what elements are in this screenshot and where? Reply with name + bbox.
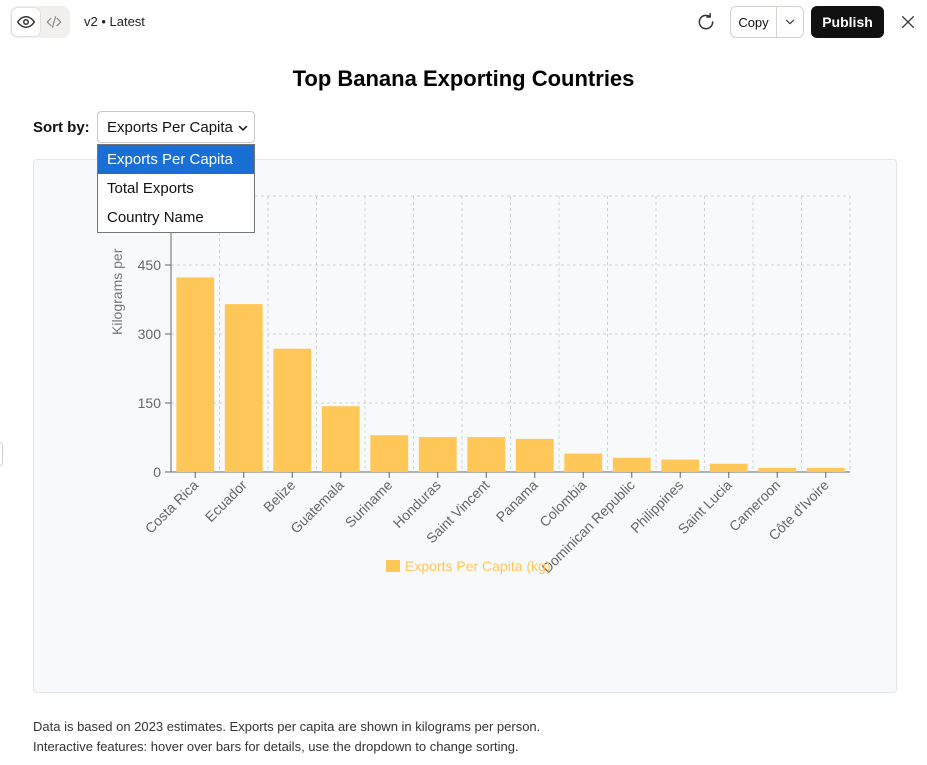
- bar[interactable]: [273, 348, 312, 472]
- code-icon: [46, 16, 62, 28]
- y-tick-label: 300: [138, 326, 162, 342]
- x-tick-label: Costa Rica: [142, 477, 202, 537]
- refresh-button[interactable]: [694, 10, 718, 34]
- preview-toggle-button[interactable]: [12, 8, 40, 36]
- footnote-interactive: Interactive features: hover over bars fo…: [33, 739, 519, 754]
- legend-swatch: [386, 560, 400, 572]
- footnote-data-source: Data is based on 2023 estimates. Exports…: [33, 719, 541, 734]
- bar[interactable]: [709, 463, 748, 472]
- y-tick-label: 150: [138, 395, 162, 411]
- y-tick-labels: 0 150 300 450: [138, 257, 162, 480]
- chart-container: 0 150 300 450 Costa Rica Ecuador Belize Guatem…: [33, 159, 897, 693]
- version-label: v2 • Latest: [84, 14, 145, 29]
- copy-options-button[interactable]: [777, 7, 803, 37]
- view-toggle: [10, 6, 70, 38]
- sort-select-value: Exports Per Capita: [107, 118, 233, 136]
- top-toolbar: v2 • Latest Copy Publish: [0, 0, 927, 44]
- close-button[interactable]: [898, 12, 918, 32]
- bar[interactable]: [515, 438, 554, 472]
- chevron-down-icon: [238, 125, 248, 131]
- y-tick-label: 450: [138, 257, 162, 273]
- bar-chart: 0 150 300 450 Costa Rica Ecuador BelizeGuatem…: [109, 195, 851, 576]
- sort-option-country-name[interactable]: Country Name: [107, 209, 204, 226]
- close-icon: [902, 16, 914, 28]
- bar[interactable]: [467, 437, 506, 472]
- bar[interactable]: [176, 277, 215, 472]
- code-toggle-button[interactable]: [40, 8, 68, 36]
- sort-dropdown: Exports Per Capita Total Exports Country…: [97, 144, 255, 233]
- refresh-icon: [698, 12, 714, 30]
- copy-button[interactable]: Copy: [731, 7, 777, 37]
- publish-button[interactable]: Publish: [811, 6, 884, 38]
- chart-legend: Exports Per Capita (kg): [386, 558, 551, 574]
- sort-select[interactable]: Exports Per Capita: [97, 111, 255, 143]
- legend-label: Exports Per Capita (kg): [405, 558, 551, 574]
- x-tick-label: Panama: [493, 477, 541, 525]
- bar[interactable]: [224, 304, 263, 472]
- eye-icon: [17, 16, 35, 28]
- bar[interactable]: [564, 453, 603, 472]
- x-tick-label: Dominican Republic: [539, 477, 638, 576]
- sort-option-total-exports[interactable]: Total Exports: [107, 180, 194, 197]
- y-axis-title: Kilograms per: [109, 248, 125, 335]
- x-tick-label: Belize: [260, 477, 298, 515]
- copy-button-group: Copy: [730, 6, 804, 38]
- bar[interactable]: [321, 406, 360, 472]
- bar[interactable]: [612, 457, 651, 472]
- x-tick-label: Suriname: [342, 477, 396, 531]
- bar[interactable]: [418, 437, 457, 472]
- bar[interactable]: [661, 459, 700, 472]
- x-tick-label: Ecuador: [202, 477, 250, 525]
- sort-label: Sort by:: [33, 119, 90, 136]
- chart-grid: [170, 195, 851, 473]
- bar[interactable]: [758, 467, 797, 472]
- side-panel-handle[interactable]: [0, 442, 3, 466]
- bar[interactable]: [370, 435, 409, 472]
- page-title: Top Banana Exporting Countries: [292, 66, 635, 91]
- chevron-down-icon: [785, 19, 795, 25]
- x-tick-label: Guatemala: [287, 477, 347, 537]
- chart-bars: [176, 277, 845, 472]
- y-tick-label: 0: [153, 464, 161, 480]
- bar[interactable]: [806, 467, 845, 472]
- sort-option-exports-per-capita[interactable]: Exports Per Capita: [98, 145, 254, 174]
